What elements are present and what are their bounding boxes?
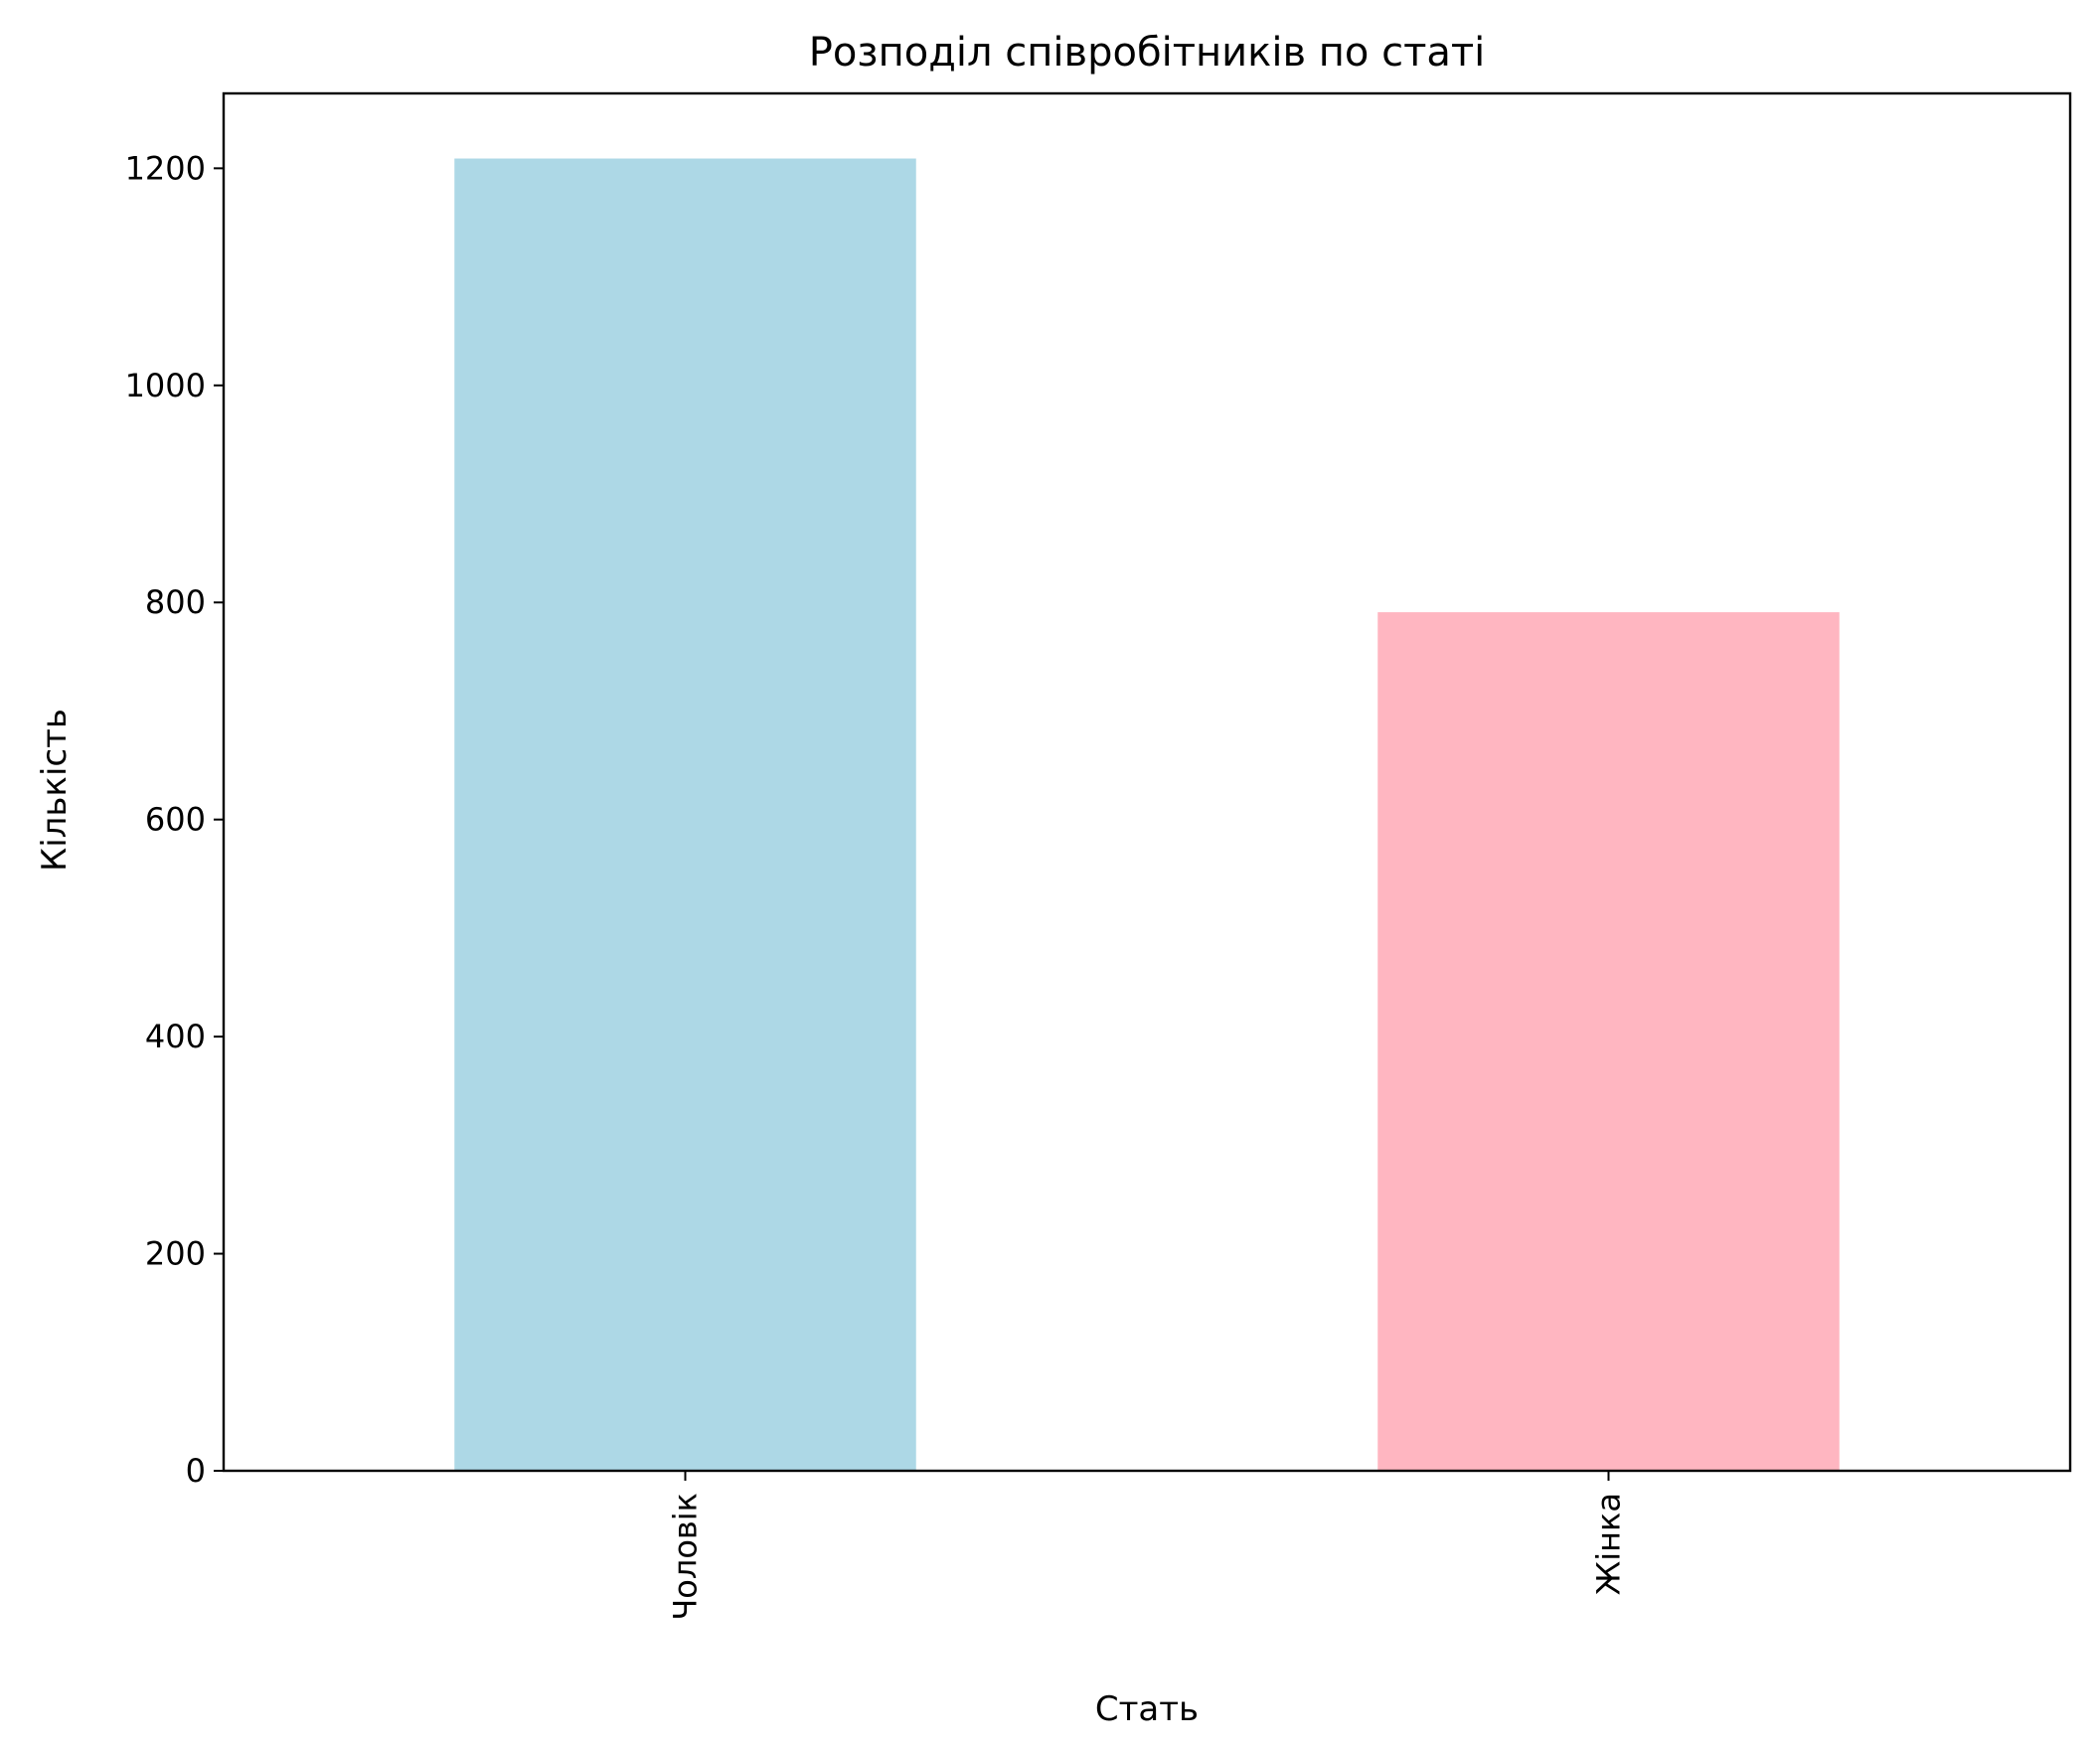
x-ticks-group: Чоловік Жінка xyxy=(667,1471,1628,1621)
y-axis-label: Кількість xyxy=(35,709,75,872)
bar-0 xyxy=(454,158,916,1471)
y-tick-label-3: 600 xyxy=(145,801,206,839)
x-tick-label-1: Жінка xyxy=(1590,1493,1628,1595)
x-axis-label: Стать xyxy=(1095,1689,1199,1729)
bars-group xyxy=(454,158,1840,1471)
chart-title: Розподіл співробітників по статі xyxy=(809,30,1486,76)
plot-frame xyxy=(222,91,2072,1473)
y-tick-label-4: 800 xyxy=(145,583,206,621)
y-tick-label-2: 400 xyxy=(145,1018,206,1055)
bar-1 xyxy=(1377,612,1840,1471)
y-tick-label-5: 1000 xyxy=(125,367,206,404)
y-tick-label-6: 1200 xyxy=(125,149,206,187)
y-tick-label-0: 0 xyxy=(186,1452,206,1490)
y-tick-label-1: 200 xyxy=(145,1235,206,1273)
y-ticks-group: 0 200 400 600 800 1000 1200 xyxy=(125,149,224,1490)
x-tick-label-0: Чоловік xyxy=(667,1493,705,1621)
